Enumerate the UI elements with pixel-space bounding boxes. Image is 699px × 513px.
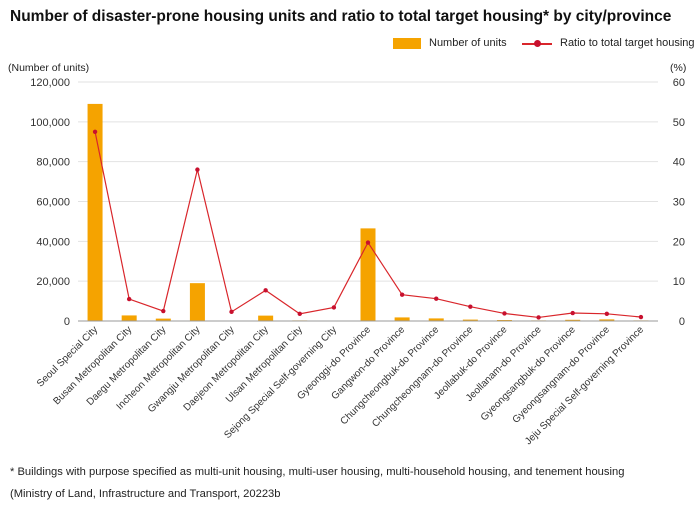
ratio-point: [434, 296, 439, 301]
ratio-point: [263, 288, 268, 293]
ratio-point: [604, 311, 610, 317]
bar-units: [258, 315, 274, 321]
legend-label-ratio: Ratio to total target housing: [560, 37, 695, 49]
ratio-point: [331, 305, 337, 310]
bar-units: [394, 317, 410, 321]
x-tick-label: Seoul Special City: [35, 324, 100, 389]
y-tick-right: 30: [673, 197, 685, 209]
y-tick-right: 0: [679, 316, 685, 328]
ratio-point: [161, 308, 166, 314]
chart-title: Number of disaster-prone housing units a…: [10, 8, 672, 25]
bar-units: [121, 315, 137, 321]
ratio-point: [638, 314, 644, 320]
bar-units: [360, 228, 376, 321]
ratio-point: [536, 315, 541, 320]
ratio-point: [468, 304, 473, 309]
y-tick-left: 100,000: [30, 117, 70, 129]
y-axis-right-label: (%): [670, 62, 686, 74]
ratio-point: [126, 296, 132, 302]
legend-item-ratio: Ratio to total target housing: [522, 37, 695, 49]
legend-line-swatch: [522, 38, 552, 49]
y-tick-left: 120,000: [30, 77, 70, 89]
ratio-point: [399, 292, 405, 297]
legend-label-units: Number of units: [429, 37, 507, 49]
y-tick-right: 10: [673, 276, 685, 288]
ratio-point: [297, 311, 302, 317]
footnote-source: (Ministry of Land, Infrastructure and Tr…: [10, 488, 281, 500]
y-tick-left: 60,000: [36, 197, 70, 209]
bar-units: [428, 318, 444, 321]
ratio-point: [195, 167, 200, 172]
bar-units: [599, 319, 615, 321]
y-tick-left: 0: [64, 316, 70, 328]
bar-units: [87, 103, 103, 322]
bar-units: [565, 319, 581, 321]
ratio-point: [570, 310, 575, 316]
y-tick-right: 20: [673, 236, 685, 248]
y-axis-left-label: (Number of units): [8, 62, 89, 74]
y-tick-left: 80,000: [36, 157, 70, 169]
bar-units: [462, 319, 478, 321]
ratio-point: [229, 309, 234, 315]
y-tick-right: 60: [673, 77, 685, 89]
footnote-definition: * Buildings with purpose specified as mu…: [10, 466, 625, 478]
legend-bar-swatch: [393, 37, 421, 49]
y-tick-left: 20,000: [36, 276, 70, 288]
legend-item-units: Number of units: [393, 37, 507, 49]
ratio-point: [502, 311, 507, 316]
bar-units: [155, 318, 171, 321]
bar-units: [189, 283, 205, 321]
ratio-point: [92, 129, 98, 134]
y-tick-left: 40,000: [36, 236, 70, 248]
ratio-point: [365, 240, 371, 245]
y-tick-right: 50: [673, 117, 685, 129]
y-tick-right: 40: [673, 157, 685, 169]
